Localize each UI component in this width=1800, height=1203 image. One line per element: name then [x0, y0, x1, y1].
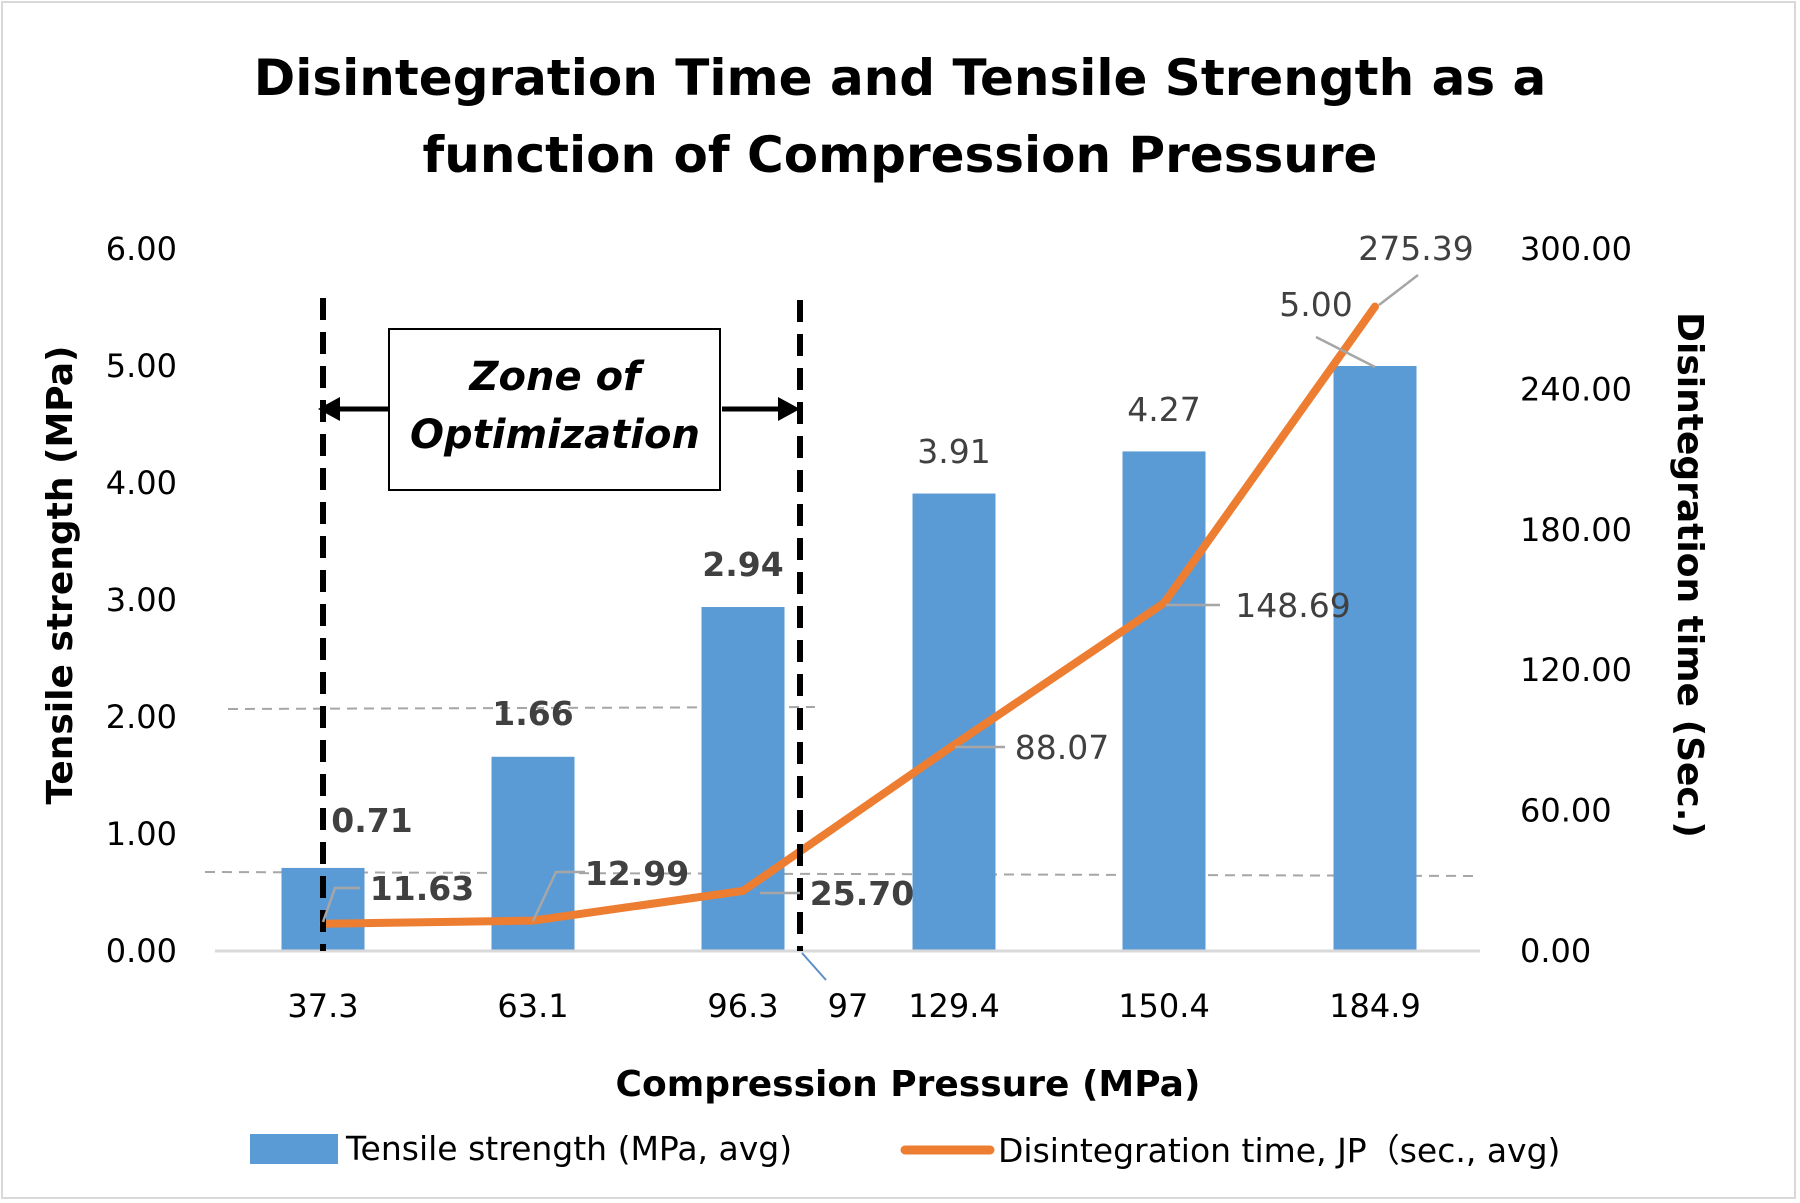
y-right-tick-2: 120.00 — [1520, 651, 1632, 689]
y-right-tick-5: 300.00 — [1520, 230, 1632, 268]
line-data-label-150.4: 148.69 — [1235, 586, 1350, 625]
chart-title-line-2: function of Compression Pressure — [423, 126, 1378, 184]
y-right-tick-0: 0.00 — [1520, 932, 1591, 970]
zone-label-line-1: Zone of — [468, 354, 645, 400]
y-axis-left-label: Tensile strength (MPa) — [40, 346, 81, 805]
line-label-leader-37.3 — [321, 886, 360, 923]
y-left-tick-4: 4.00 — [106, 464, 177, 502]
bar-data-label-184.9: 5.00 — [1279, 285, 1352, 324]
zone-boundary-label: 97 — [828, 987, 869, 1025]
zone-label-line-2: Optimization — [410, 412, 700, 458]
y-left-tick-1: 1.00 — [106, 815, 177, 853]
legend-label-bar: Tensile strength (MPa, avg) — [345, 1129, 792, 1168]
legend-swatch-bar — [250, 1134, 338, 1164]
bar-data-label-129.4: 3.91 — [917, 432, 990, 471]
line-label-leader-184.9 — [1378, 274, 1419, 306]
line-data-label-129.4: 88.07 — [1015, 728, 1109, 767]
line-data-label-184.9: 275.39 — [1358, 229, 1473, 268]
bar-150.4 — [1122, 451, 1206, 951]
x-tick-150.4: 150.4 — [1118, 987, 1210, 1025]
y-right-tick-4: 240.00 — [1520, 370, 1632, 408]
bar-data-label-37.3: 0.71 — [331, 801, 412, 840]
x-tick-96.3: 96.3 — [707, 987, 778, 1025]
zone-arrowhead-right — [778, 397, 800, 421]
x-tick-184.9: 184.9 — [1329, 987, 1421, 1025]
y-axis-right-label: Disintegration time (Sec.) — [1669, 312, 1710, 838]
bar-data-label-150.4: 4.27 — [1127, 390, 1200, 429]
y-right-tick-1: 60.00 — [1520, 792, 1612, 830]
reference-line-lower — [204, 871, 1481, 877]
line-data-label-37.3: 11.63 — [370, 869, 474, 908]
legend: Tensile strength (MPa, avg) Disintegrati… — [250, 1129, 1560, 1170]
bar-data-label-63.1: 1.66 — [492, 694, 573, 733]
bar-96.3 — [701, 607, 785, 951]
y-left-tick-2: 2.00 — [106, 698, 177, 736]
legend-label-line: Disintegration time, JP（sec., avg) — [998, 1131, 1560, 1170]
bar-184.9 — [1333, 366, 1417, 951]
chart-title-line-1: Disintegration Time and Tensile Strength… — [254, 49, 1546, 107]
line-disintegration-time — [319, 302, 1379, 928]
y-left-tick-5: 5.00 — [106, 347, 177, 385]
zone-arrowhead-left — [318, 397, 340, 421]
y-left-tick-6: 6.00 — [106, 230, 177, 268]
x-tick-37.3: 37.3 — [287, 987, 358, 1025]
y-left-tick-3: 3.00 — [106, 581, 177, 619]
line-data-label-63.1: 12.99 — [585, 854, 689, 893]
line-label-leader-63.1 — [531, 870, 585, 922]
x-tick-63.1: 63.1 — [497, 987, 568, 1025]
zone-boundary-leader — [801, 952, 827, 981]
line-data-label-96.3: 25.70 — [810, 874, 914, 913]
y-right-tick-3: 180.00 — [1520, 511, 1632, 549]
reference-line-upper — [227, 706, 816, 710]
y-left-tick-0: 0.00 — [106, 932, 177, 970]
bar-data-label-96.3: 2.94 — [702, 545, 783, 584]
x-axis-label: Compression Pressure (MPa) — [616, 1064, 1201, 1105]
bar-label-leader-184.9 — [1315, 335, 1376, 369]
x-tick-129.4: 129.4 — [908, 987, 1000, 1025]
